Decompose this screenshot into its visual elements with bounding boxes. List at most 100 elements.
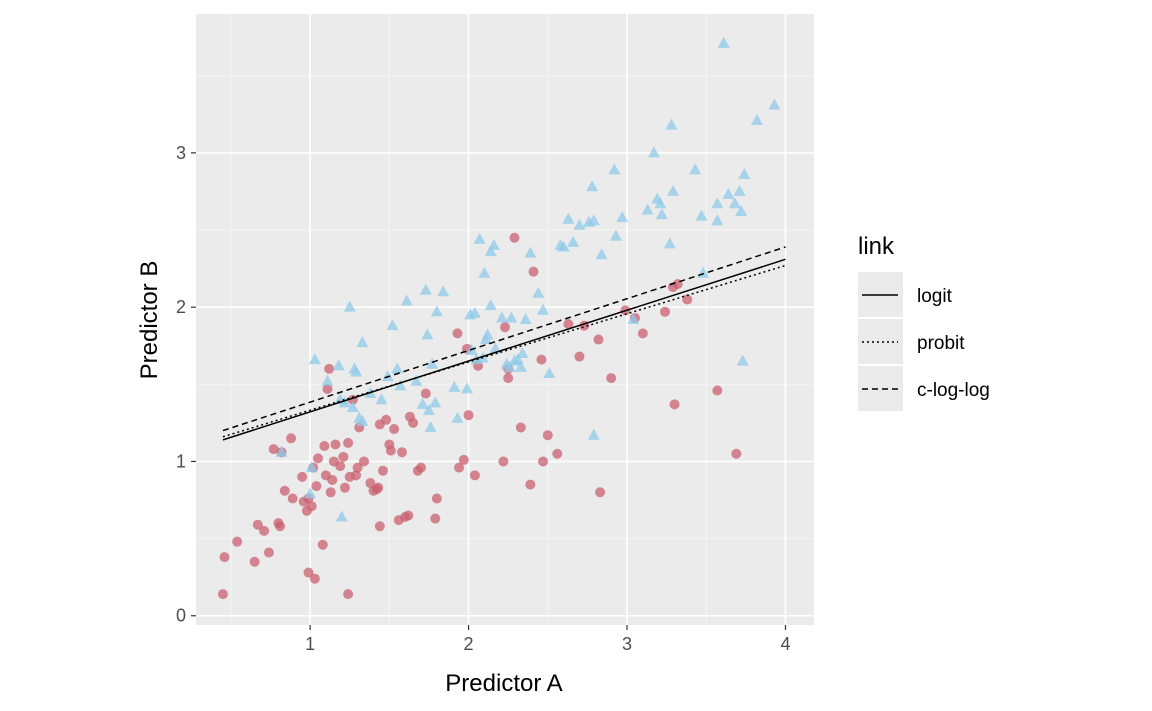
point-circle <box>536 354 547 365</box>
point-triangle <box>735 204 748 216</box>
point-triangle <box>429 396 442 408</box>
point-circle <box>319 441 330 452</box>
point-triangle <box>689 163 702 175</box>
point-triangle <box>487 238 500 250</box>
point-circle <box>669 399 680 410</box>
point-triangle <box>478 266 491 278</box>
point-circle <box>249 556 260 567</box>
point-triangle <box>426 357 439 369</box>
point-triangle <box>304 487 317 499</box>
point-triangle <box>647 146 660 158</box>
point-circle <box>297 471 308 482</box>
point-circle <box>217 589 228 600</box>
point-triangle <box>532 286 545 298</box>
point-triangle <box>738 167 751 179</box>
point-triangle <box>717 36 730 48</box>
point-triangle <box>305 461 318 473</box>
point-triangle <box>481 328 494 340</box>
point-triangle <box>400 294 413 306</box>
point-circle <box>343 589 354 600</box>
point-circle <box>338 451 349 462</box>
point-circle <box>381 414 392 425</box>
point-circle <box>416 462 427 473</box>
point-circle <box>430 513 441 524</box>
point-triangle <box>332 359 345 371</box>
x-tick-label: 3 <box>622 634 632 654</box>
point-circle <box>563 319 574 330</box>
point-triangle <box>356 336 369 348</box>
point-circle <box>542 430 553 441</box>
point-triangle <box>437 285 450 297</box>
point-triangle <box>711 214 724 226</box>
point-triangle <box>468 306 481 318</box>
y-tick-label: 2 <box>176 297 186 317</box>
legend: link logit probit c-log-log <box>858 233 990 411</box>
point-triangle <box>430 305 443 317</box>
point-circle <box>660 306 671 317</box>
point-circle <box>552 448 563 459</box>
point-triangle <box>484 245 497 257</box>
point-triangle <box>386 319 399 331</box>
point-triangle <box>489 342 502 354</box>
point-triangle <box>543 367 556 379</box>
point-circle <box>309 573 320 584</box>
point-circle <box>232 536 243 547</box>
point-triangle <box>711 197 724 209</box>
point-triangle <box>722 188 735 200</box>
point-circle <box>503 373 514 384</box>
point-circle <box>325 487 336 498</box>
point-triangle <box>655 208 668 220</box>
point-triangle <box>666 184 679 196</box>
point-triangle <box>654 197 667 209</box>
point-triangle <box>422 404 435 416</box>
point-triangle <box>557 240 570 252</box>
point-triangle <box>595 248 608 260</box>
point-circle <box>279 485 290 496</box>
point-triangle <box>503 360 516 372</box>
point-triangle <box>616 211 629 223</box>
point-triangle <box>419 283 432 295</box>
point-triangle <box>356 414 369 426</box>
y-tick-label: 1 <box>176 451 186 471</box>
legend-label-c-log-log: c-log-log <box>917 380 990 401</box>
point-triangle <box>394 379 407 391</box>
legend-label-probit: probit <box>917 333 965 354</box>
point-triangle <box>750 113 763 125</box>
point-triangle <box>733 184 746 196</box>
point-circle <box>219 552 230 563</box>
point-triangle <box>484 299 497 311</box>
point-circle <box>712 385 723 396</box>
point-circle <box>463 410 474 421</box>
point-triangle <box>473 232 486 244</box>
point-circle <box>303 567 314 578</box>
point-circle <box>385 445 396 456</box>
point-circle <box>313 453 324 464</box>
fit-line-probit <box>222 264 786 438</box>
y-tick-label: 0 <box>176 606 186 626</box>
point-circle <box>324 363 335 374</box>
x-tick-label: 4 <box>780 634 790 654</box>
point-triangle <box>495 311 508 323</box>
point-triangle <box>609 229 622 241</box>
point-circle <box>335 461 346 472</box>
legend-title: link <box>858 233 895 260</box>
point-circle <box>263 547 274 558</box>
point-circle <box>454 462 465 473</box>
point-circle <box>574 351 585 362</box>
x-tick-label: 1 <box>305 634 315 654</box>
point-circle <box>286 433 297 444</box>
point-circle <box>469 470 480 481</box>
point-circle <box>637 328 648 339</box>
point-circle <box>317 539 328 550</box>
point-circle <box>377 465 388 476</box>
point-circle <box>268 444 279 455</box>
point-triangle <box>335 510 348 522</box>
point-circle <box>358 456 369 467</box>
y-axis: 0 1 2 3 <box>176 143 196 626</box>
point-triangle <box>562 212 575 224</box>
y-axis-title: Predictor B <box>136 261 163 380</box>
fit-line-logit <box>222 258 786 441</box>
point-triangle <box>695 209 708 221</box>
point-triangle <box>416 397 429 409</box>
